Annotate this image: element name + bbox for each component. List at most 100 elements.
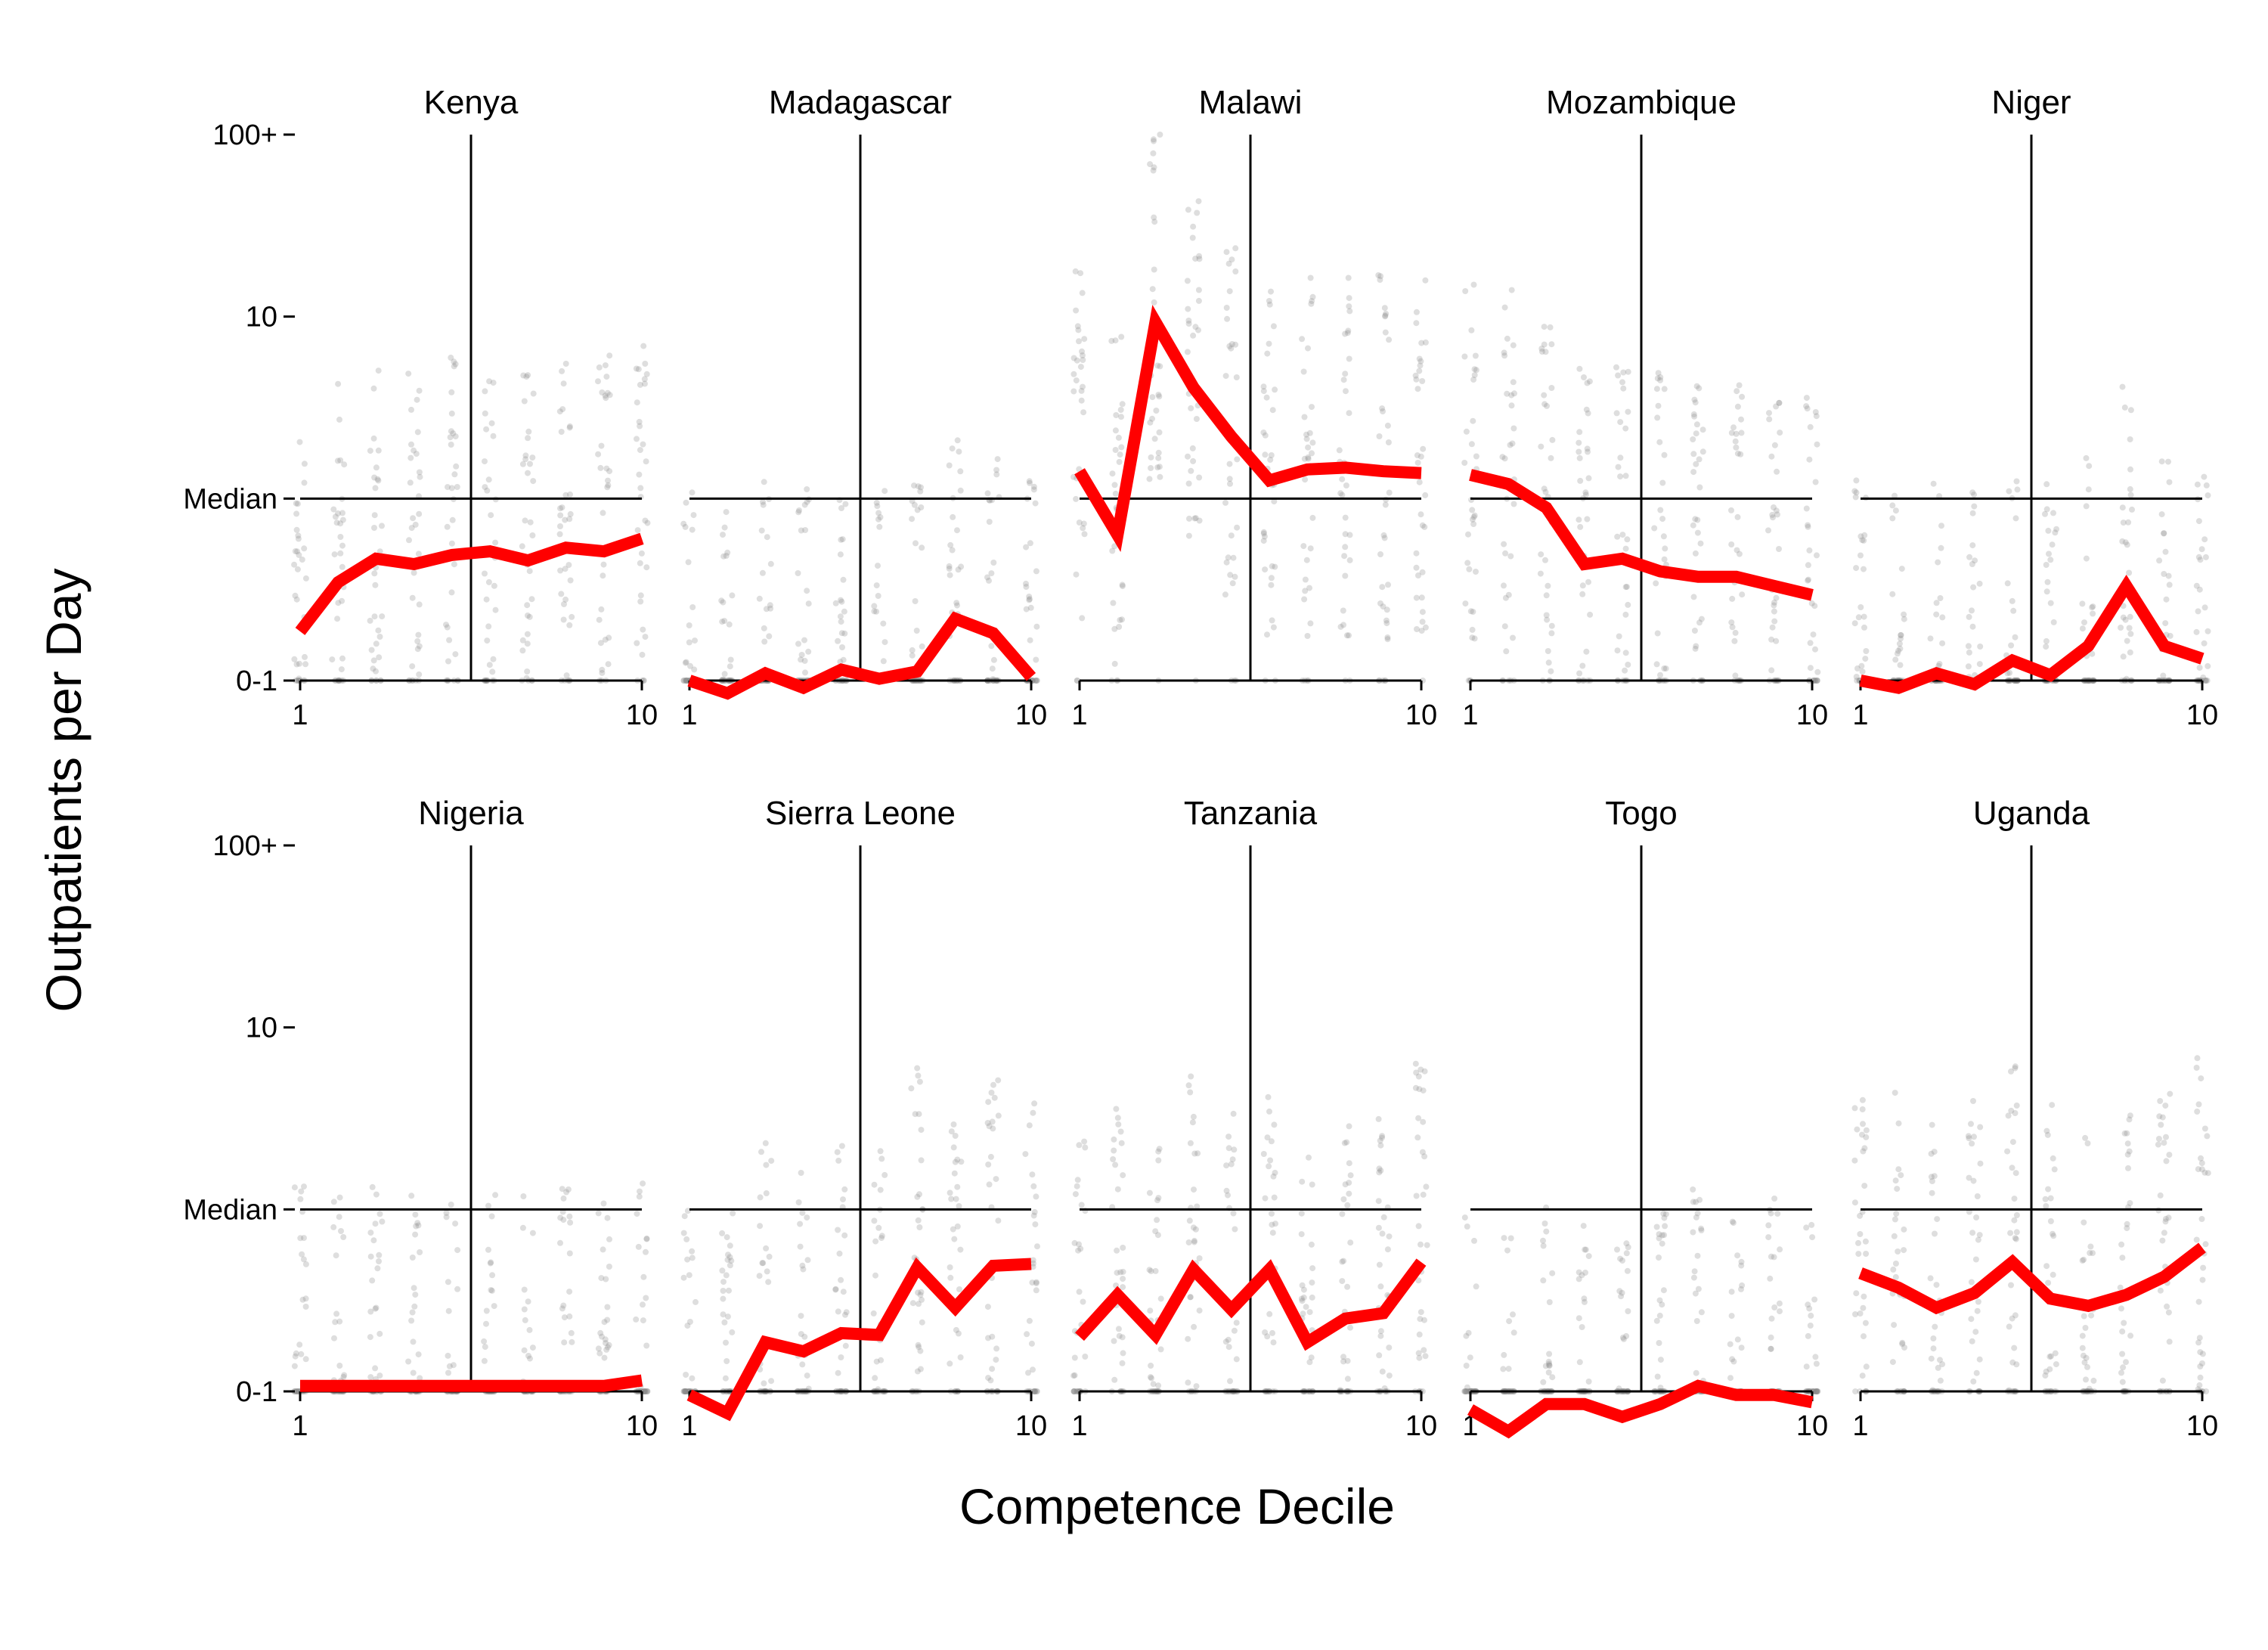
observation-point [1969,542,1976,549]
observation-point [1690,1186,1696,1193]
observation-point [2158,511,2165,518]
observation-point [604,1214,611,1221]
observation-point [524,668,531,675]
observation-point [839,644,845,650]
observation-point [1738,416,1744,423]
observation-point [1807,665,1814,671]
observation-point [723,1339,729,1346]
observation-point [804,1214,810,1221]
observation-point [1339,1211,1346,1217]
observation-point [637,598,644,605]
observation-point [1155,1382,1162,1389]
observation-point [1262,1329,1269,1335]
observation-point [985,1375,992,1382]
observation-point [1114,1186,1121,1193]
observation-point [1346,1190,1352,1197]
observation-point [1347,1239,1354,1246]
observation-point [1194,1203,1201,1210]
observation-point [1188,405,1194,411]
observation-point [1696,385,1703,392]
observation-point [1233,1356,1240,1363]
observation-point [1928,1355,1935,1362]
observation-point [909,652,916,659]
observation-point [1582,489,1589,496]
observation-point [642,517,649,524]
observation-point [1693,430,1699,437]
observation-point [1345,327,1352,334]
observation-point [409,1309,416,1316]
observation-point [1117,1269,1124,1276]
observation-point [1461,460,1468,466]
observation-point [1501,1351,1507,1358]
observation-point [367,617,373,624]
observation-point [606,392,613,399]
observation-point [1379,405,1386,412]
observation-point [376,654,383,661]
observation-point [758,527,765,534]
observation-point [1506,1318,1513,1325]
observation-point [1346,532,1353,538]
observation-point [2124,1220,2130,1227]
observation-point [1157,363,1163,370]
observation-point [2167,632,2174,639]
observation-point [1070,1388,1077,1394]
observation-point [643,1235,650,1242]
observation-point [1768,1345,1774,1352]
observation-point [302,653,308,660]
observation-point [1300,1294,1307,1301]
observation-point [798,1313,804,1320]
observation-point [1773,637,1780,644]
observation-point [1728,430,1735,436]
observation-point [1075,1247,1082,1254]
observation-point [1376,1169,1383,1176]
panel-title: Malawi [1199,84,1303,121]
observation-point [412,1292,419,1298]
observation-point [416,510,423,517]
observation-point [837,551,844,558]
observation-point [1692,399,1699,406]
observation-point [296,551,302,558]
observation-point [1157,132,1163,138]
observation-point [1546,1299,1553,1305]
observation-point [1076,466,1083,473]
observation-point [1150,150,1157,157]
observation-point [1653,580,1659,587]
observation-point [1306,1359,1313,1366]
observation-point [719,619,726,625]
observation-point [1191,1237,1198,1244]
observation-point [2012,1110,2019,1116]
observation-point [2083,454,2090,461]
observation-point [1418,594,1425,601]
observation-point [293,510,300,517]
observation-point [760,498,766,505]
observation-point [1930,480,1937,487]
observation-point [1548,630,1555,637]
observation-point [2053,1361,2059,1368]
observation-point [1469,634,1476,641]
observation-point [1851,620,1858,627]
observation-point [2162,1103,2169,1109]
observation-point [2166,1338,2173,1345]
observation-point [1309,298,1315,305]
observation-point [1853,565,1860,572]
observation-point [557,1239,563,1246]
observation-point [565,562,572,569]
observation-point [946,563,953,569]
observation-point [1805,1332,1811,1339]
observation-point [2199,1351,2206,1357]
observation-point [1419,609,1426,616]
observation-point [838,1143,845,1149]
observation-point [1266,301,1273,308]
observation-point [1765,527,1771,534]
observation-point [1222,499,1228,506]
observation-point [1863,648,1870,654]
observation-point [1812,678,1819,684]
observation-point [643,1388,649,1394]
observation-point [482,484,488,491]
observation-point [1184,349,1191,355]
observation-point [1270,323,1277,330]
observation-point [1461,1388,1468,1394]
observation-point [1185,305,1191,312]
observation-point [451,363,457,370]
